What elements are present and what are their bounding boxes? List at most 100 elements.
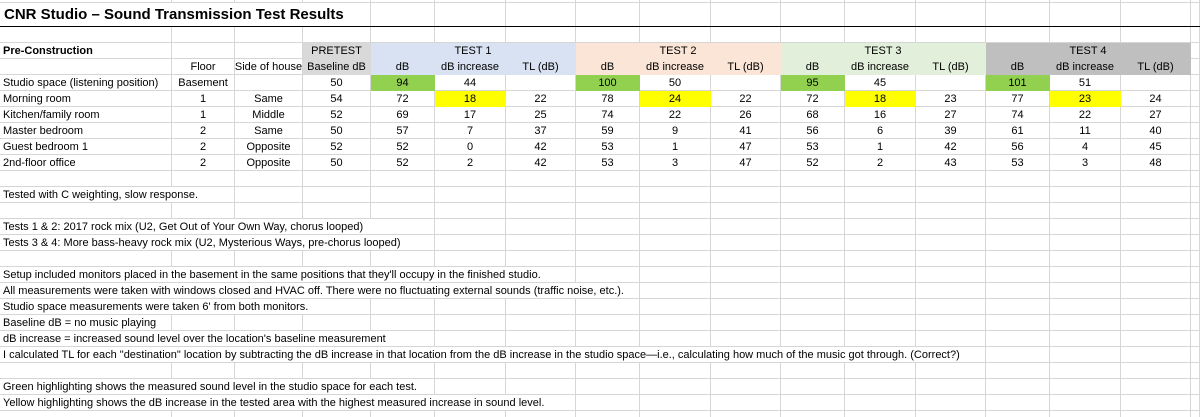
empty-cell[interactable] — [506, 187, 576, 203]
empty-cell[interactable] — [916, 411, 986, 417]
empty-cell[interactable] — [1050, 187, 1121, 203]
tl-cell[interactable]: 27 — [1121, 107, 1191, 123]
empty-cell[interactable] — [1191, 379, 1200, 395]
empty-cell[interactable] — [711, 203, 781, 219]
room-name-cell[interactable]: Guest bedroom 1 — [0, 139, 172, 155]
empty-cell[interactable] — [1191, 3, 1200, 26]
empty-cell[interactable] — [781, 395, 845, 411]
db-cell[interactable]: 52 — [371, 139, 435, 155]
empty-cell[interactable] — [1121, 171, 1191, 187]
db-cell[interactable]: 53 — [576, 139, 640, 155]
empty-cell[interactable] — [640, 267, 711, 283]
db-cell[interactable]: 94 — [371, 75, 435, 91]
empty-cell[interactable] — [916, 331, 986, 347]
empty-cell[interactable] — [303, 299, 371, 315]
db-cell[interactable]: 57 — [371, 123, 435, 139]
floor-cell[interactable]: 1 — [172, 91, 235, 107]
empty-cell[interactable] — [916, 251, 986, 267]
db-increase-cell[interactable]: 7 — [435, 123, 506, 139]
empty-cell[interactable] — [781, 363, 845, 379]
empty-cell[interactable] — [576, 171, 640, 187]
empty-cell[interactable] — [235, 0, 303, 3]
db-increase-header-cell[interactable]: dB increase — [845, 59, 916, 75]
empty-cell[interactable] — [172, 171, 235, 187]
empty-cell[interactable] — [506, 411, 576, 417]
page-title[interactable]: CNR Studio – Sound Transmission Test Res… — [0, 3, 352, 26]
tl-cell[interactable] — [506, 75, 576, 91]
empty-cell[interactable] — [435, 219, 506, 235]
db-header-cell[interactable]: dB — [576, 59, 640, 75]
empty-cell[interactable] — [986, 27, 1050, 43]
note-text[interactable]: Studio space measurements were taken 6' … — [0, 299, 317, 314]
db-increase-cell[interactable]: 16 — [845, 107, 916, 123]
empty-cell[interactable] — [235, 203, 303, 219]
empty-cell[interactable] — [1191, 235, 1200, 251]
db-cell[interactable]: 74 — [986, 107, 1050, 123]
db-increase-cell[interactable]: 11 — [1050, 123, 1121, 139]
db-increase-cell[interactable]: 3 — [640, 155, 711, 171]
empty-cell[interactable] — [371, 219, 435, 235]
empty-cell[interactable] — [235, 171, 303, 187]
empty-cell[interactable] — [1050, 219, 1121, 235]
note-text[interactable]: All measurements were taken with windows… — [0, 283, 632, 298]
empty-cell[interactable] — [711, 27, 781, 43]
note-text[interactable]: Green highlighting shows the measured so… — [0, 379, 425, 394]
empty-cell[interactable] — [1191, 91, 1200, 107]
empty-cell[interactable] — [845, 251, 916, 267]
empty-cell[interactable] — [916, 315, 986, 331]
empty-cell[interactable] — [781, 283, 845, 299]
empty-cell[interactable] — [986, 235, 1050, 251]
side-cell[interactable]: Opposite — [235, 139, 303, 155]
empty-cell[interactable] — [371, 363, 435, 379]
side-cell[interactable]: Opposite — [235, 155, 303, 171]
empty-cell[interactable] — [640, 315, 711, 331]
empty-cell[interactable] — [640, 203, 711, 219]
empty-cell[interactable] — [1191, 75, 1200, 91]
empty-cell[interactable] — [986, 331, 1050, 347]
empty-cell[interactable] — [1050, 363, 1121, 379]
empty-cell[interactable] — [435, 187, 506, 203]
empty-cell[interactable] — [845, 299, 916, 315]
db-cell[interactable]: 69 — [371, 107, 435, 123]
empty-cell[interactable] — [711, 235, 781, 251]
empty-cell[interactable] — [845, 283, 916, 299]
empty-cell[interactable] — [1191, 299, 1200, 315]
empty-cell[interactable] — [576, 267, 640, 283]
empty-cell[interactable] — [781, 299, 845, 315]
empty-cell[interactable] — [781, 3, 845, 26]
db-cell[interactable]: 101 — [986, 75, 1050, 91]
empty-cell[interactable] — [1050, 299, 1121, 315]
db-increase-cell[interactable]: 0 — [435, 139, 506, 155]
empty-cell[interactable] — [235, 27, 303, 43]
empty-cell[interactable] — [506, 267, 576, 283]
empty-cell[interactable] — [916, 0, 986, 3]
baseline-header-cell[interactable]: Baseline dB — [303, 59, 371, 75]
side-cell[interactable]: Same — [235, 91, 303, 107]
tl-cell[interactable]: 39 — [916, 123, 986, 139]
empty-cell[interactable] — [1191, 363, 1200, 379]
empty-cell[interactable] — [303, 27, 371, 43]
empty-cell[interactable] — [576, 379, 640, 395]
db-header-cell[interactable]: dB — [781, 59, 845, 75]
empty-cell[interactable] — [986, 315, 1050, 331]
empty-cell[interactable] — [1121, 203, 1191, 219]
empty-cell[interactable] — [235, 363, 303, 379]
tl-cell[interactable] — [1121, 75, 1191, 91]
tl-header-cell[interactable]: TL (dB) — [916, 59, 986, 75]
empty-cell[interactable] — [640, 363, 711, 379]
empty-cell[interactable] — [1050, 27, 1121, 43]
empty-cell[interactable] — [986, 299, 1050, 315]
empty-cell[interactable] — [1191, 411, 1200, 417]
db-cell[interactable]: 61 — [986, 123, 1050, 139]
empty-cell[interactable] — [303, 315, 371, 331]
empty-cell[interactable] — [371, 331, 435, 347]
empty-cell[interactable] — [576, 3, 640, 26]
empty-cell[interactable] — [781, 171, 845, 187]
note-text[interactable]: Yellow highlighting shows the dB increas… — [0, 395, 553, 410]
empty-cell[interactable] — [1191, 107, 1200, 123]
empty-cell[interactable] — [640, 411, 711, 417]
empty-cell[interactable] — [371, 171, 435, 187]
empty-cell[interactable] — [576, 331, 640, 347]
empty-cell[interactable] — [1121, 251, 1191, 267]
floor-cell[interactable]: 2 — [172, 155, 235, 171]
